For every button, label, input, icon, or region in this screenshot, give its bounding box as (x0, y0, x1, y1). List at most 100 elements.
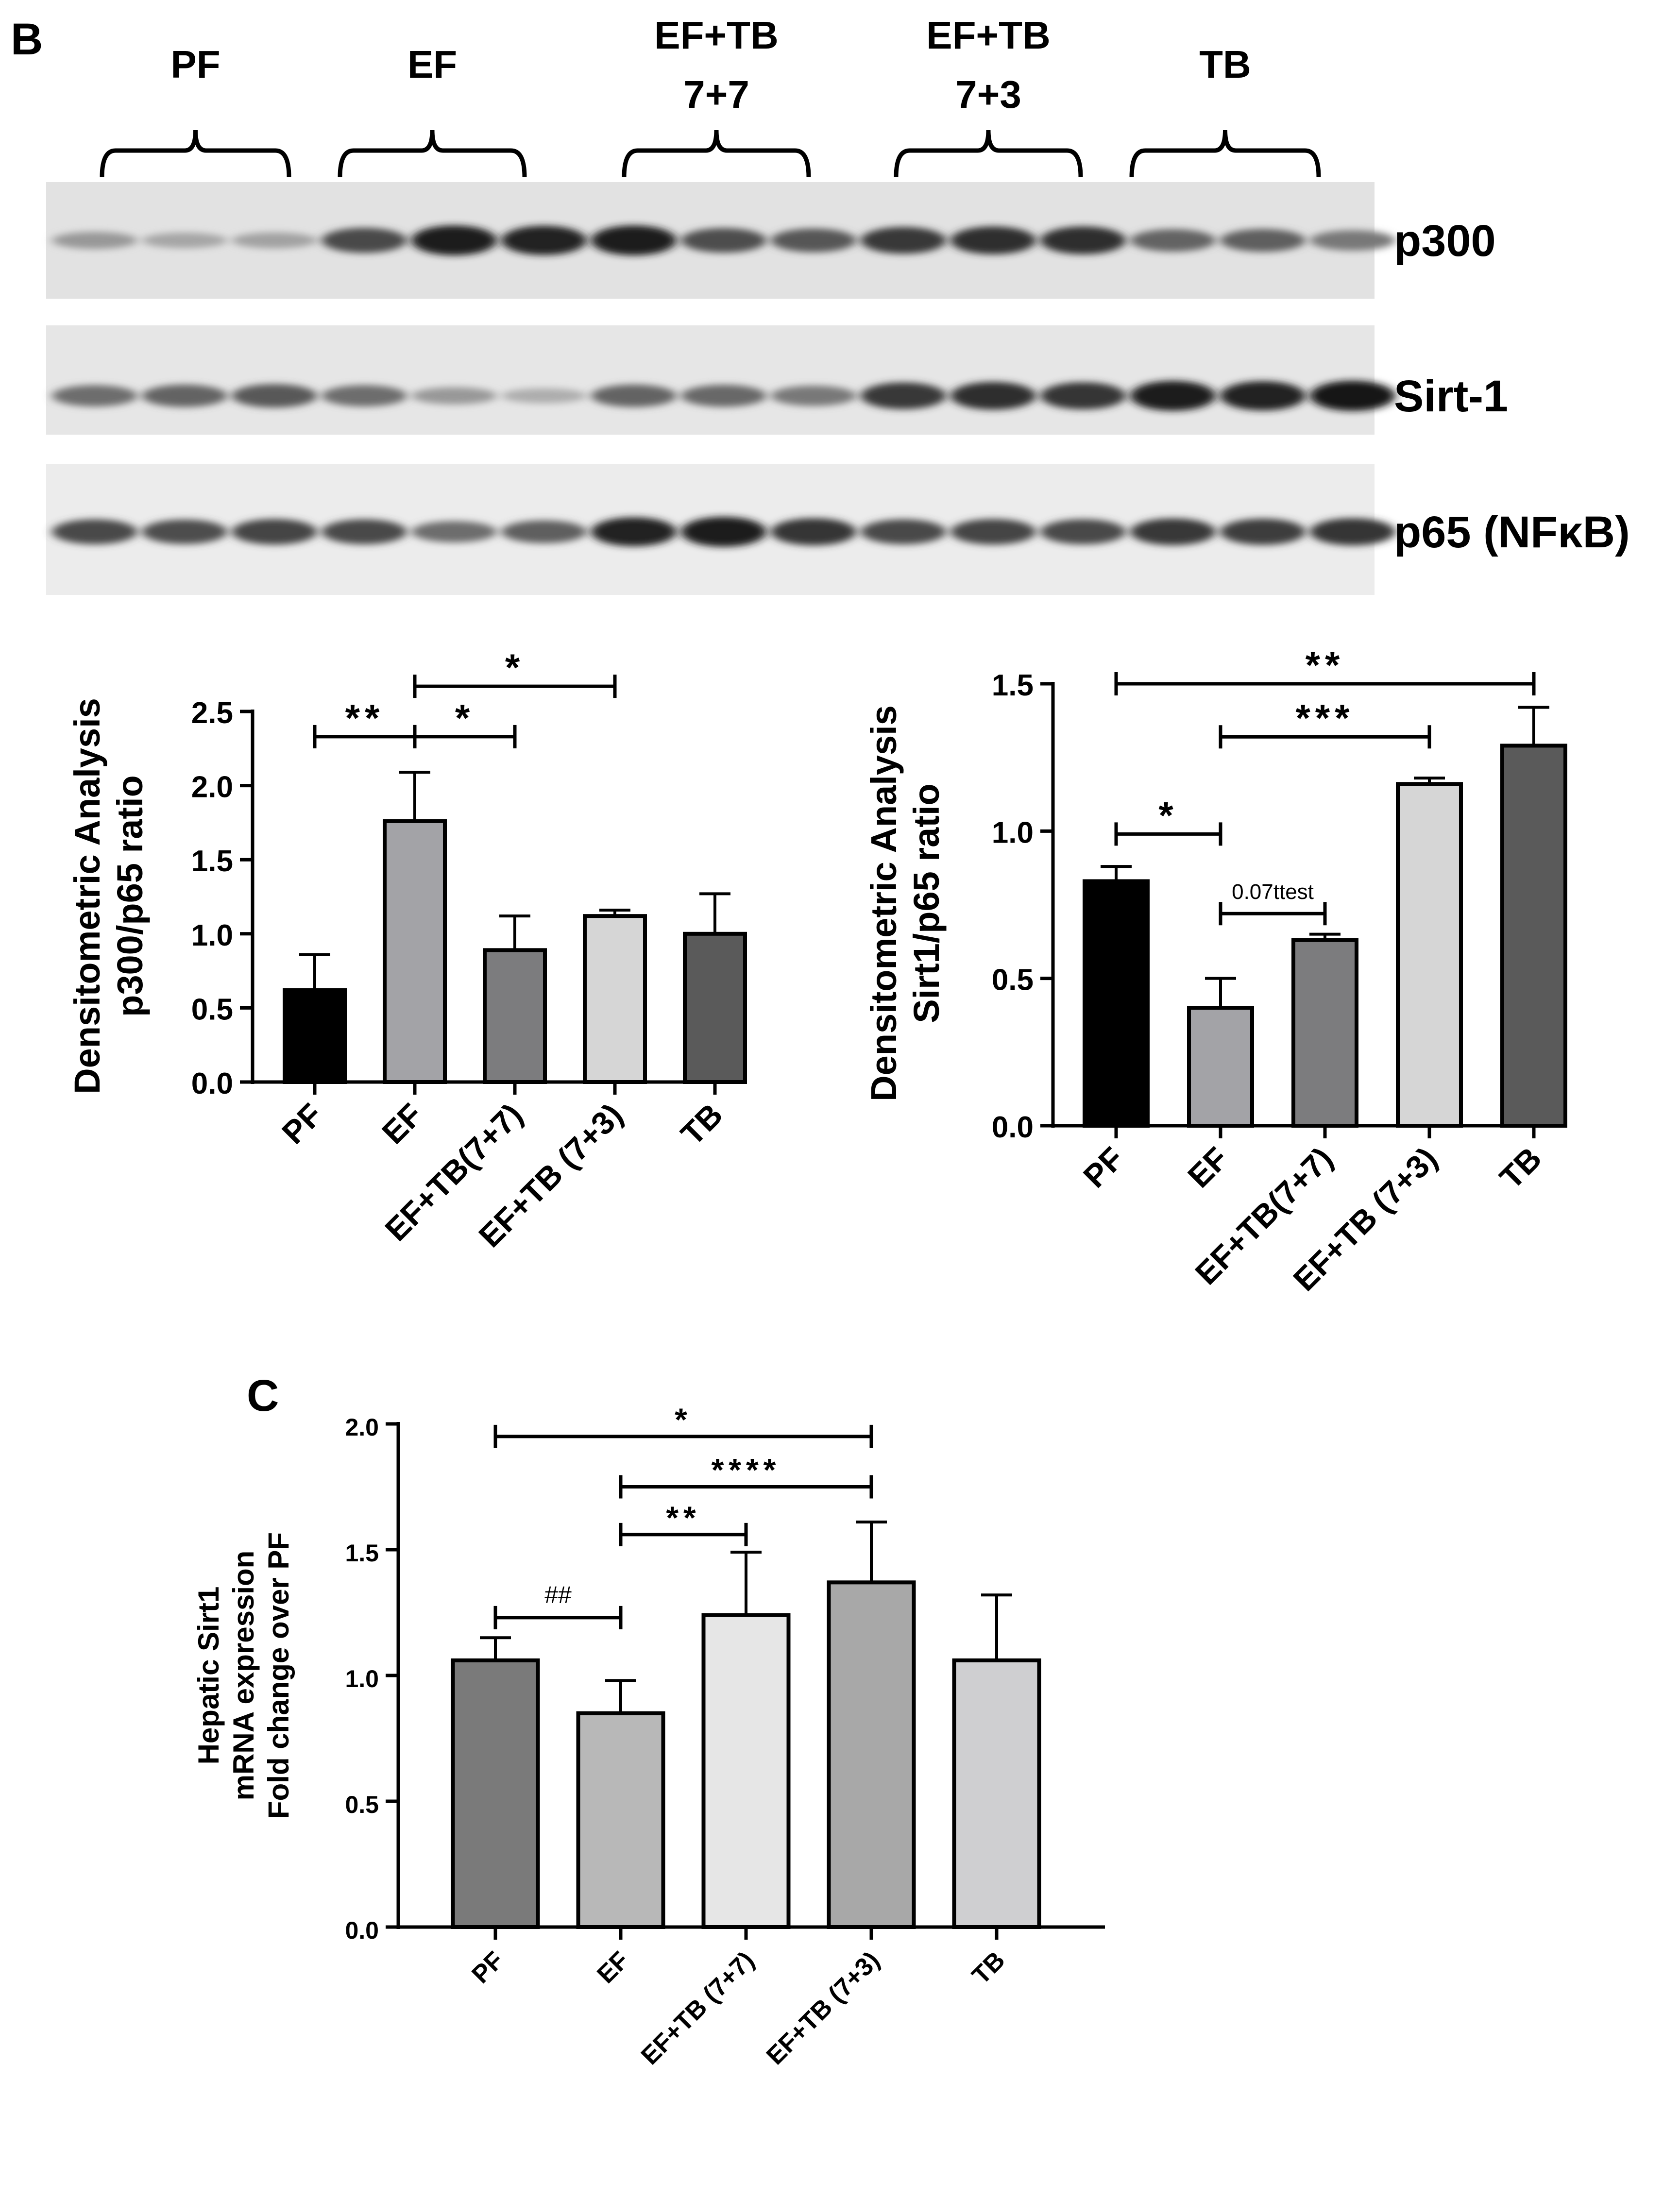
blot-group-label: 7+3 (955, 73, 1021, 116)
significance-label: ## (544, 1581, 572, 1608)
x-tick-label: PF (1076, 1140, 1131, 1195)
p300-bar-chart: 0.0 0.5 1.0 1.5 2.0 2.5 Densitometric Analysis… (67, 646, 747, 1254)
blot-band (950, 226, 1036, 254)
blot-band (771, 386, 856, 406)
y-axis-label: p300/p65 ratio (110, 775, 150, 1017)
blot-band (771, 518, 856, 546)
blot-band (411, 225, 497, 255)
blot-band (1130, 518, 1216, 545)
blot-group-bracket (894, 130, 1083, 178)
blot-group-label: EF+TB (926, 14, 1051, 57)
y-tick-label: 1.5 (992, 669, 1034, 702)
blot-band (232, 232, 317, 249)
blot-band (1040, 382, 1126, 410)
y-tick-label: 2.5 (191, 696, 233, 730)
bar (583, 914, 647, 1084)
y-tick-label: 0.5 (992, 964, 1034, 997)
blot-band (322, 385, 407, 407)
blot-band (1220, 518, 1306, 545)
blot-band-label: p300 (1394, 216, 1496, 266)
bar (701, 1613, 791, 1929)
blot-band (950, 382, 1036, 410)
blot-band (501, 388, 587, 404)
x-tick-label: EF+TB (7+7) (636, 1946, 760, 2070)
x-tick-label: EF (375, 1097, 429, 1151)
blot-band (591, 517, 677, 546)
bar (952, 1658, 1041, 1929)
bar (383, 819, 447, 1084)
bar (1500, 744, 1567, 1128)
significance-label: ** (1306, 643, 1345, 686)
x-tick-label: EF+TB (7+3) (761, 1946, 885, 2070)
y-axis-label: Sirt1/p65 ratio (906, 783, 947, 1023)
x-tick-label: TB (674, 1097, 730, 1152)
y-tick-label: 1.0 (345, 1665, 379, 1692)
blot-group-label: TB (1199, 43, 1251, 86)
x-tick-label: EF (1181, 1140, 1235, 1195)
bar (1396, 782, 1463, 1128)
panel-label-c: C (247, 1371, 279, 1421)
sirt1-bar-chart: 0.0 0.5 1.0 1.5 Densitometric Analysis Sirt1/… (864, 643, 1567, 1298)
panel-label-b: B (11, 15, 43, 64)
blot-band (232, 384, 317, 408)
bar (283, 988, 347, 1084)
blot-band (861, 227, 946, 254)
blot-band (861, 382, 946, 409)
y-tick-label: 1.0 (992, 816, 1034, 849)
blot-band (1310, 518, 1395, 546)
blot-band (681, 385, 766, 407)
blot-band (142, 232, 227, 249)
blot-membrane (46, 325, 1375, 435)
y-tick-label: 2.0 (345, 1414, 379, 1441)
blot-band-label: Sirt-1 (1394, 372, 1508, 421)
bar (483, 948, 547, 1084)
significance-label: ** (666, 1500, 700, 1536)
blot-band (1040, 226, 1126, 254)
blot-group-label: 7+7 (683, 73, 749, 116)
blot-band (861, 519, 946, 544)
blot-band (771, 228, 856, 253)
western-blot: PF EF EF+TB 7+7 EF+TB 7+3 TB p300 Sirt-1 p65 (NFκ… (46, 14, 1630, 595)
significance-label: * (675, 1402, 692, 1438)
y-tick-label: 0.0 (191, 1067, 233, 1100)
bar (1083, 879, 1150, 1128)
blot-band (232, 519, 317, 545)
blot-band (142, 519, 227, 544)
x-tick-label: EF (592, 1946, 634, 1989)
y-axis-label: Densitometric Analysis (864, 705, 904, 1101)
significance-label: **** (712, 1452, 781, 1488)
blot-band (1130, 229, 1216, 252)
bar (1187, 1006, 1254, 1128)
blot-band (1220, 381, 1306, 411)
blot-band (411, 521, 497, 543)
blot-band (52, 519, 137, 544)
y-axis-label: Hepatic Sirt1 (192, 1587, 225, 1765)
x-tick-label: PF (466, 1946, 509, 1989)
blot-band (501, 520, 587, 543)
blot-band (950, 519, 1036, 545)
significance-label: * (455, 696, 475, 739)
blot-band (501, 225, 587, 255)
y-tick-label: 2.0 (191, 771, 233, 804)
x-tick-label: TB (1493, 1140, 1548, 1196)
bar (683, 931, 747, 1084)
blot-band (1040, 519, 1126, 545)
y-tick-label: 0.5 (345, 1791, 379, 1818)
y-tick-label: 1.5 (345, 1539, 379, 1567)
mrna-bar-chart: 0.0 0.5 1.0 1.5 2.0 Hepatic Sirt1 mRNA express… (192, 1402, 1105, 2070)
significance-label: * (505, 646, 525, 689)
blot-group-label: EF+TB (654, 14, 779, 57)
blot-band (1220, 229, 1306, 252)
x-tick-label: PF (275, 1097, 329, 1151)
y-axis-label: Densitometric Analysis (67, 698, 107, 1094)
blot-band (142, 384, 227, 407)
blot-group-bracket (622, 130, 811, 178)
y-tick-label: 1.5 (191, 845, 233, 878)
blot-band (322, 519, 407, 544)
blot-group-bracket (338, 130, 527, 178)
blot-band (322, 228, 407, 253)
bar (576, 1711, 665, 1929)
blot-band (1130, 381, 1216, 411)
y-axis-label: mRNA expression (227, 1551, 260, 1801)
